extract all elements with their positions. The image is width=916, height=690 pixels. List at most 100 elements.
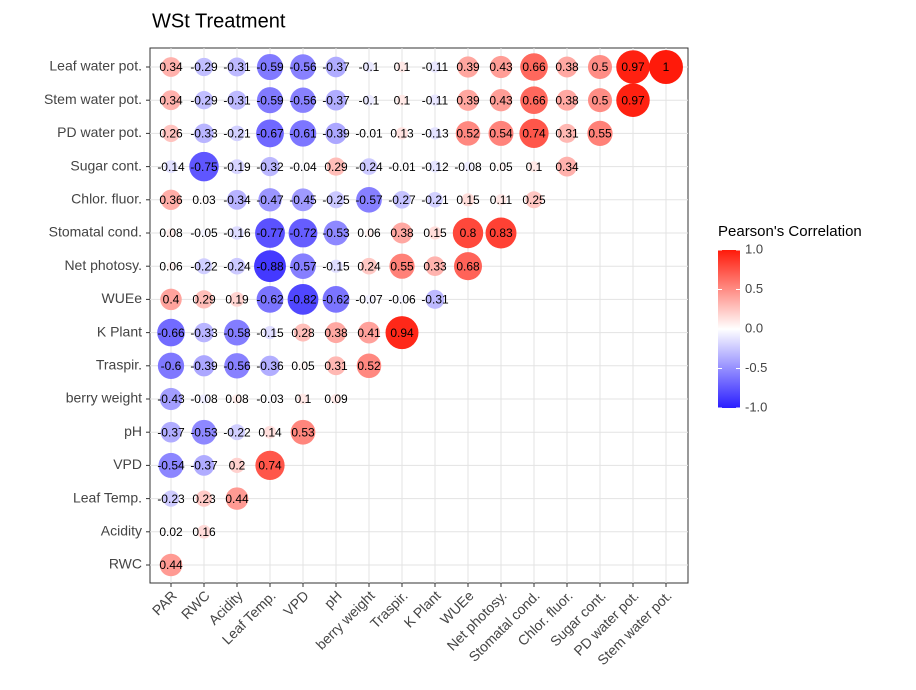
value-label: -0.31 (421, 293, 449, 307)
correlation-bubble (363, 94, 375, 106)
correlation-bubble (194, 91, 214, 110)
value-label: 0.38 (555, 93, 579, 107)
value-label: 0.28 (291, 326, 315, 340)
y-tick-label: Net photosy. (64, 257, 142, 273)
colorbar-tick-label: -0.5 (745, 360, 767, 375)
correlation-bubble (587, 54, 613, 80)
correlation-bubble (587, 88, 613, 113)
value-label: 0.05 (489, 160, 513, 174)
value-label: -0.34 (223, 193, 251, 207)
correlation-bubble (194, 123, 214, 144)
value-label: 0.25 (522, 193, 546, 207)
value-label: 0.44 (159, 558, 183, 572)
correlation-bubble (260, 156, 280, 177)
correlation-bubble (323, 220, 349, 246)
correlation-bubble (256, 87, 284, 114)
value-label: -0.88 (256, 259, 284, 273)
correlation-bubble (297, 393, 309, 405)
value-label: -0.21 (223, 127, 251, 141)
correlation-bubble (230, 226, 244, 240)
correlation-bubble (166, 228, 176, 238)
value-label: 0.43 (489, 60, 513, 74)
correlation-bubble (161, 57, 181, 77)
value-label: -0.08 (190, 392, 218, 406)
value-label: -0.72 (289, 226, 317, 240)
value-label: 0.52 (456, 127, 480, 141)
correlation-bubble (326, 356, 346, 376)
value-label: 0.36 (159, 193, 183, 207)
value-label: 0.68 (456, 259, 480, 273)
value-label: 0.41 (357, 326, 381, 340)
value-label: 0.1 (394, 60, 411, 74)
correlation-bubble (452, 217, 484, 249)
correlation-bubble (194, 322, 214, 343)
value-label: 0.29 (192, 293, 216, 307)
correlation-bubble (519, 118, 549, 149)
correlation-bubble (364, 294, 374, 304)
correlation-bubble (455, 121, 481, 146)
correlation-bubble (525, 191, 543, 209)
correlation-bubble (325, 89, 347, 111)
value-label: 0.31 (555, 127, 579, 141)
correlation-bubble (263, 425, 277, 439)
value-label: -0.11 (422, 93, 449, 107)
correlation-bubble (254, 250, 286, 283)
correlation-bubble (326, 157, 346, 176)
value-label: 0.66 (522, 60, 546, 74)
correlation-bubble (557, 156, 577, 177)
value-label: -0.37 (190, 459, 218, 473)
correlation-bubble (229, 424, 245, 441)
value-label: 0.94 (390, 326, 414, 340)
correlation-bubble (463, 161, 473, 172)
correlation-bubble (290, 54, 316, 80)
value-label: 0.06 (357, 226, 381, 240)
value-label: -0.43 (157, 392, 185, 406)
correlation-bubble (528, 161, 540, 172)
y-tick-label: Sugar cont. (70, 157, 142, 173)
value-label: 0.13 (390, 127, 414, 141)
correlation-bubble (356, 186, 382, 213)
correlation-bubble (294, 323, 312, 342)
value-label: -0.29 (190, 93, 218, 107)
y-tick-label: Stomatal cond. (49, 224, 142, 240)
correlation-bubble (168, 529, 174, 535)
correlation-bubble (197, 525, 211, 539)
y-tick-label: PD water pot. (57, 124, 142, 140)
colorbar-tick-label: 1.0 (745, 241, 763, 256)
correlation-bubble (557, 123, 577, 143)
correlation-bubble (489, 55, 513, 79)
value-label: 0.29 (324, 160, 348, 174)
value-label: -0.37 (322, 93, 350, 107)
value-label: -0.15 (256, 326, 284, 340)
value-label: 1 (663, 60, 670, 74)
value-label: -0.24 (223, 259, 251, 273)
value-label: -0.53 (322, 226, 350, 240)
correlation-bubble (196, 258, 212, 275)
value-label: -0.61 (289, 127, 317, 141)
correlation-bubble (385, 316, 419, 350)
correlation-bubble (229, 291, 245, 307)
value-label: -0.21 (421, 193, 449, 207)
value-label: 0.5 (592, 93, 609, 107)
legend-title: Pearson's Correlation (718, 223, 862, 240)
value-label: -0.13 (421, 127, 449, 141)
x-tick-label: VPD (280, 587, 312, 619)
correlation-bubble (256, 53, 284, 81)
correlation-bubble (158, 452, 184, 478)
value-label: -0.19 (223, 160, 251, 174)
correlation-bubble (255, 218, 285, 248)
correlation-bubble (427, 192, 443, 208)
correlation-bubble (291, 188, 315, 212)
value-label: 0.8 (460, 226, 477, 240)
correlation-bubble (325, 56, 347, 78)
correlation-bubble (199, 394, 209, 404)
value-label: -0.59 (256, 60, 284, 74)
correlation-bubble (299, 163, 307, 171)
value-label: -0.57 (289, 259, 317, 273)
correlation-bubble (556, 56, 578, 78)
correlation-bubble (457, 56, 479, 78)
correlation-bubble (299, 361, 307, 370)
correlation-bubble (164, 160, 178, 173)
correlation-bubble (485, 217, 517, 249)
